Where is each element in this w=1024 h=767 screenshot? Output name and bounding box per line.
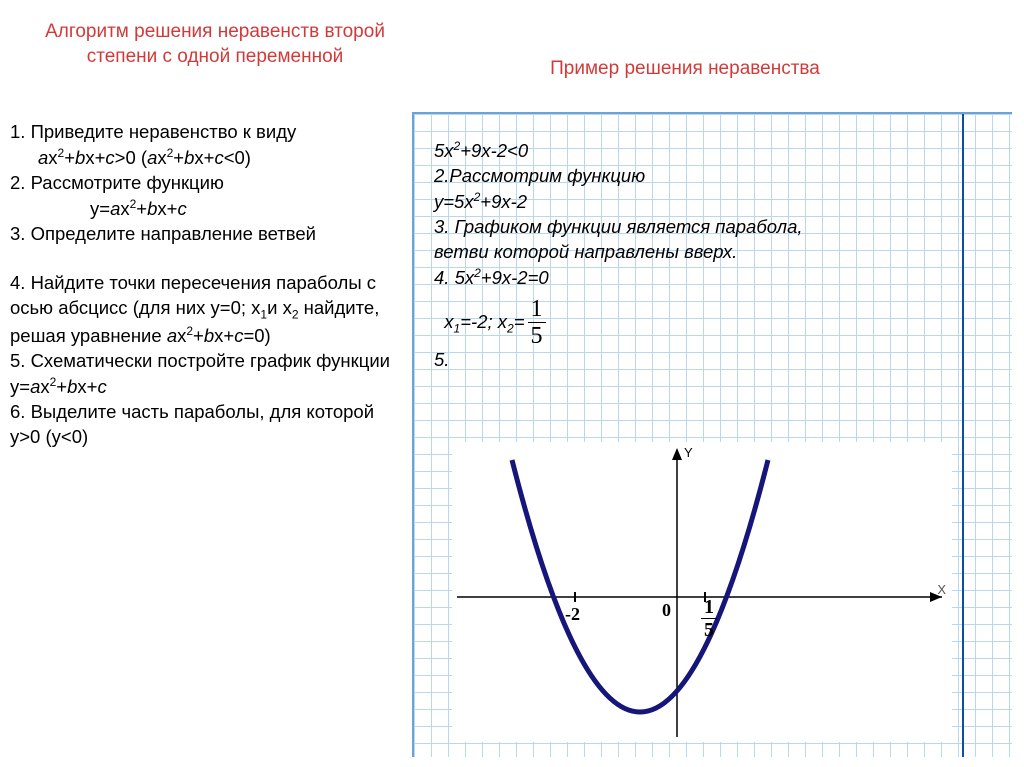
tick-label-frac: 15 bbox=[698, 597, 720, 640]
y-axis-arrow bbox=[672, 448, 682, 460]
parabola-curve bbox=[512, 460, 768, 712]
algo-step-6: 6. Выделите часть параболы, для которой … bbox=[10, 400, 405, 450]
y-axis-label: Y bbox=[684, 445, 693, 460]
chart-svg bbox=[452, 442, 952, 742]
vertical-rule bbox=[962, 114, 964, 757]
ex-line-1: 5x2+9x-2<0 bbox=[434, 138, 854, 164]
tick-label-neg2: -2 bbox=[565, 604, 580, 625]
title-right: Пример решения неравенства bbox=[470, 58, 900, 80]
example-text: 5x2+9x-2<0 2.Рассмотрим функцию y=5x2+9x… bbox=[434, 138, 854, 373]
ex-line-7: 5. bbox=[434, 348, 854, 373]
origin-label: 0 bbox=[662, 600, 671, 621]
example-panel: 5x2+9x-2<0 2.Рассмотрим функцию y=5x2+9x… bbox=[412, 112, 1012, 757]
ex-line-5: 4. 5x2+9x-2=0 bbox=[434, 265, 854, 291]
algo-step-4: 4. Найдите точки пересечения параболы с … bbox=[10, 271, 405, 349]
algo-step-5: 5. Схематически постройте график функции… bbox=[10, 349, 405, 400]
ex-line-6: x1=-2; x2=15 bbox=[434, 297, 854, 348]
ex-line-4: 3. Графиком функции является парабола, в… bbox=[434, 215, 854, 265]
algo-step-3: 3. Определите направление ветвей bbox=[10, 222, 405, 247]
fraction-1-5: 15 bbox=[528, 297, 546, 348]
title-left: Алгоритм решения неравенств второй степе… bbox=[30, 20, 400, 69]
algo-step-2b: y=ax2+bx+c bbox=[10, 196, 405, 222]
ex-line-2: 2.Рассмотрим функцию bbox=[434, 164, 854, 189]
algorithm-list: 1. Приведите неравенство к виду ax2+bx+c… bbox=[10, 120, 405, 450]
algo-step-1a: 1. Приведите неравенство к виду bbox=[10, 120, 405, 145]
ex-line-3: y=5x2+9x-2 bbox=[434, 189, 854, 215]
algo-step-2a: 2. Рассмотрите функцию bbox=[10, 171, 405, 196]
x-axis-label: X bbox=[937, 582, 946, 597]
parabola-chart: Y X 0 -2 15 bbox=[452, 442, 952, 742]
algo-step-1b: ax2+bx+c>0 (ax2+bx+c<0) bbox=[10, 145, 405, 171]
